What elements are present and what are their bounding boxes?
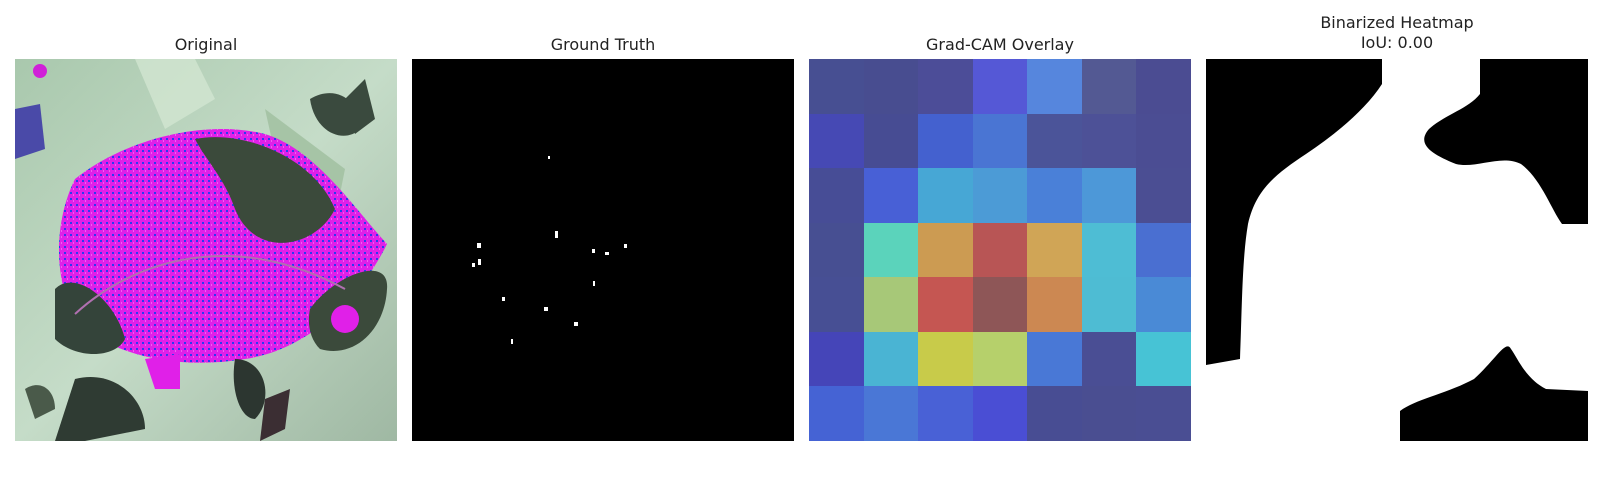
heatmap-cell xyxy=(809,332,864,386)
heatmap-cell xyxy=(918,223,973,277)
heatmap-cell xyxy=(1082,114,1136,168)
heatmap-cell xyxy=(864,114,918,168)
iou-value: IoU: 0.00 xyxy=(1360,33,1434,52)
heatmap-cell xyxy=(1082,277,1136,332)
heatmap-cell xyxy=(864,332,918,386)
heatmap-cell xyxy=(918,277,973,332)
heatmap-cell xyxy=(864,223,918,277)
heatmap-cell xyxy=(1136,277,1191,332)
heatmap-cell xyxy=(1027,332,1082,386)
panel-title-gradcam: Grad-CAM Overlay xyxy=(926,35,1074,54)
heatmap-cell xyxy=(864,386,918,441)
panel-title-binarized: Binarized Heatmap IoU: 0.00 xyxy=(1206,13,1588,53)
heatmap-cell xyxy=(918,332,973,386)
heatmap-cell xyxy=(809,168,864,223)
heatmap-cell xyxy=(918,168,973,223)
heatmap-cell xyxy=(1136,386,1191,441)
heatmap-cell xyxy=(809,223,864,277)
heatmap-cell xyxy=(1027,114,1082,168)
ground-truth-mask xyxy=(412,59,794,441)
heatmap-cell xyxy=(973,386,1027,441)
heatmap-cell xyxy=(1027,386,1082,441)
heatmap-cell xyxy=(809,277,864,332)
heatmap-cell xyxy=(973,332,1027,386)
original-image xyxy=(15,59,397,441)
gradcam-overlay xyxy=(809,59,1191,441)
heatmap-cell xyxy=(918,114,973,168)
heatmap-cell xyxy=(809,114,864,168)
heatmap-cell xyxy=(973,223,1027,277)
heatmap-cell xyxy=(973,59,1027,114)
heatmap-cell xyxy=(1027,223,1082,277)
binarized-heatmap xyxy=(1206,59,1588,441)
heatmap-cell xyxy=(809,59,864,114)
heatmap-cell xyxy=(1136,223,1191,277)
heatmap-cell xyxy=(864,277,918,332)
panel-title-ground-truth: Ground Truth xyxy=(550,35,656,54)
heatmap-cell xyxy=(1136,59,1191,114)
panel-title-original: Original xyxy=(174,35,238,54)
binarized-heatmap-svg xyxy=(1206,59,1588,441)
heatmap-cell xyxy=(1027,277,1082,332)
panel-title-binarized-text: Binarized Heatmap xyxy=(1320,13,1474,32)
heatmap-cell xyxy=(1136,332,1191,386)
heatmap-cell xyxy=(1136,114,1191,168)
heatmap-cell xyxy=(809,386,864,441)
heatmap-cell xyxy=(973,114,1027,168)
ground-truth-mask-svg xyxy=(412,59,794,441)
heatmap-cell xyxy=(1082,59,1136,114)
heatmap-cell xyxy=(1082,332,1136,386)
heatmap-cell xyxy=(864,59,918,114)
heatmap-cell xyxy=(1082,223,1136,277)
heatmap-cell xyxy=(1082,168,1136,223)
gradcam-heatmap-svg xyxy=(809,59,1191,441)
heatmap-cell xyxy=(918,386,973,441)
heatmap-cell xyxy=(1027,168,1082,223)
heatmap-cell xyxy=(1082,386,1136,441)
heatmap-cell xyxy=(864,168,918,223)
heatmap-cell xyxy=(973,168,1027,223)
heatmap-cell xyxy=(1027,59,1082,114)
heatmap-cell xyxy=(973,277,1027,332)
original-image-svg xyxy=(15,59,397,441)
heatmap-cell xyxy=(1136,168,1191,223)
heatmap-cell xyxy=(918,59,973,114)
